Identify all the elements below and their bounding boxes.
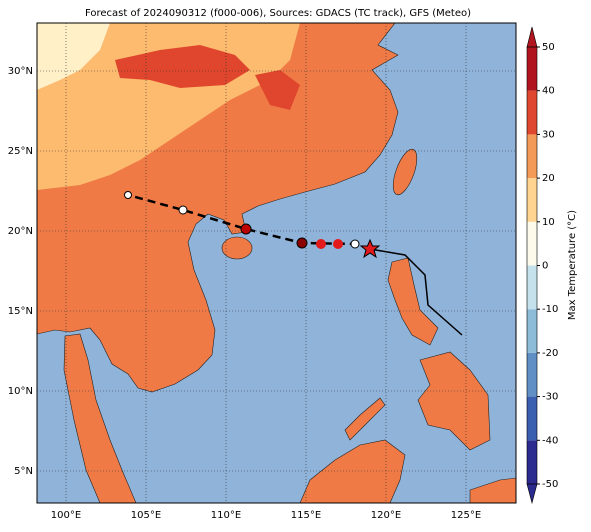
colorbar-tick-label: 30 [542, 129, 555, 140]
lon-tick-label: 120°E [371, 510, 401, 521]
colorbar-band [527, 221, 537, 266]
colorbar-extend [526, 26, 538, 48]
colorbar-tick-label: 10 [542, 217, 555, 228]
colorbar-tick-label: -20 [542, 348, 558, 359]
borneo [299, 439, 406, 503]
hot-region [255, 70, 300, 110]
colorbar-band [527, 47, 537, 91]
sulawesi [469, 477, 516, 503]
lat-tick-label: 20°N [8, 226, 33, 237]
peninsula [63, 333, 137, 503]
colorbar-band [527, 265, 537, 310]
colorbar-band [527, 440, 537, 484]
track-point [240, 223, 252, 235]
colorbar-tick-label: -10 [542, 304, 558, 315]
lat-tick-label: 10°N [8, 386, 33, 397]
track-point [333, 239, 343, 249]
track-point [178, 205, 188, 215]
colorbar-label: Max Temperature (°C) [567, 210, 578, 320]
palawan [344, 397, 386, 441]
colorbar-band [527, 90, 537, 135]
colorbar-band [527, 309, 537, 353]
colorbar-tick-label: 50 [542, 42, 555, 53]
lat-tick-label: 25°N [8, 146, 33, 157]
lon-tick-label: 105°E [131, 510, 161, 521]
lon-tick-label: 100°E [51, 510, 81, 521]
visayas-mindanao [417, 351, 491, 451]
lon-tick-label: 110°E [211, 510, 241, 521]
colorbar-tick-label: -40 [542, 435, 558, 446]
title: Forecast of 2024090312 (f000-006), Sourc… [85, 8, 471, 19]
colorbar-tick-label: -30 [542, 392, 558, 403]
observed-track [369, 248, 463, 336]
luzon [387, 257, 439, 346]
current-position [359, 238, 381, 259]
track-point [296, 237, 308, 249]
map-frame [36, 22, 517, 504]
lat-tick-label: 15°N [8, 306, 33, 317]
colorbar-band [527, 396, 537, 441]
colorbar-band [527, 352, 537, 397]
colorbar-tick-label: 0 [542, 261, 548, 272]
map [37, 23, 516, 503]
lat-tick-label: 5°N [14, 466, 33, 477]
track-point [316, 239, 326, 249]
taiwan [392, 148, 418, 196]
track-point [350, 239, 360, 249]
colorbar-tick-label: 20 [542, 173, 555, 184]
hot-region [115, 45, 250, 88]
colorbar-band [527, 178, 537, 222]
colorbar-band [527, 134, 537, 179]
colorbar-extend [526, 483, 538, 505]
lon-tick-label: 115°E [291, 510, 321, 521]
colorbar-tick-label: 40 [542, 86, 555, 97]
track-point [124, 191, 132, 199]
colorbar-tick-label: -50 [542, 479, 558, 490]
lon-tick-label: 125°E [451, 510, 481, 521]
lat-tick-label: 30°N [8, 66, 33, 77]
pale-region [37, 23, 110, 90]
hainan [221, 236, 253, 260]
